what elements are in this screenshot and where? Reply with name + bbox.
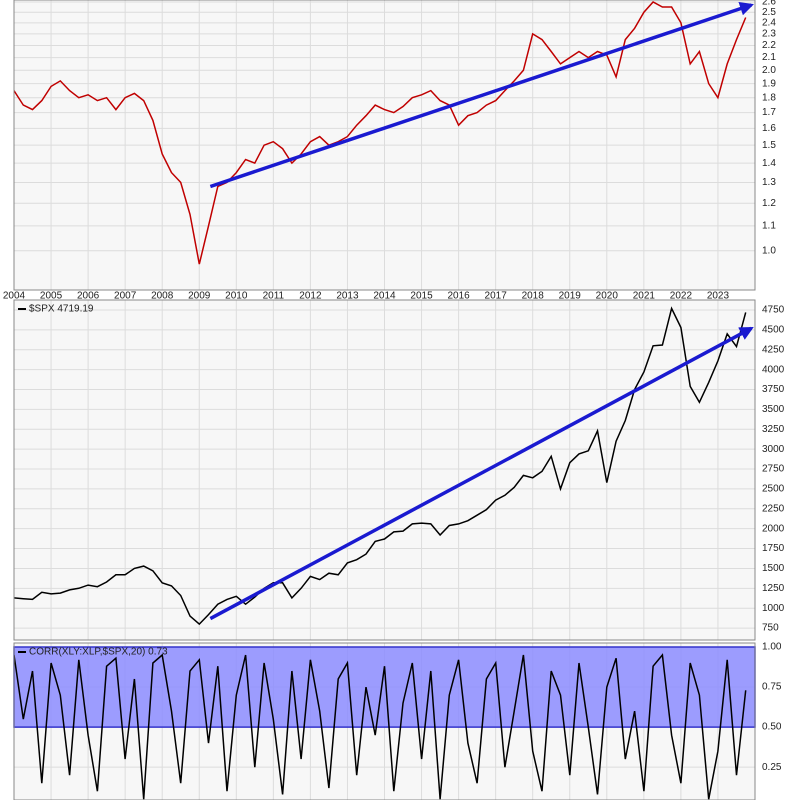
y-tick-label: 1.0 [762,245,776,256]
legend-label: $SPX 4719.19 [29,304,94,315]
data-line [14,1,747,265]
y-tick-label: 3250 [762,424,785,435]
y-tick-label: 2500 [762,484,785,495]
trendline [209,326,754,621]
y-tick-label: 0.75 [762,682,782,693]
y-tick-label: 2.4 [762,17,776,28]
y-tick-label: 1250 [762,583,785,594]
band [13,646,756,728]
y-tick-label: 2.2 [762,40,776,51]
y-tick-label: 1.7 [762,107,776,118]
x-tick-label: 2010 [225,291,248,302]
y-tick-label: 1000 [762,603,785,614]
legend-label: CORR(XLY:XLP,$SPX,20) 0.73 [29,647,168,658]
y-tick-label: 1.8 [762,92,776,103]
y-tick-label: 2.5 [762,7,776,18]
x-tick-label: 2020 [596,291,619,302]
x-tick-label: 2008 [151,291,174,302]
y-tick-label: 1.00 [762,642,782,653]
y-tick-label: 1.3 [762,177,776,188]
data-line [14,653,747,800]
y-tick-label: 1.5 [762,140,776,151]
y-tick-label: 0.25 [762,762,782,773]
x-tick-label: 2022 [670,291,693,302]
x-tick-label: 2004 [3,291,26,302]
y-tick-label: 1.1 [762,221,776,232]
y-tick-label: 4250 [762,344,785,355]
x-tick-label: 2011 [263,291,285,302]
x-tick-label: 2019 [559,291,582,302]
x-tick-label: 2006 [77,291,100,302]
y-tick-label: 2.0 [762,65,776,76]
x-tick-label: 2015 [410,291,433,302]
panel-frame [13,0,756,291]
data-line [14,306,747,626]
x-tick-label: 2013 [336,291,359,302]
x-tick-label: 2009 [188,291,211,302]
x-tick-label: 2005 [40,291,63,302]
y-tick-label: 1.2 [762,198,776,209]
y-tick-label: 1.6 [762,123,776,134]
x-tick-label: 2017 [485,291,508,302]
y-tick-label: 2.1 [762,52,776,63]
y-tick-label: 1750 [762,543,785,554]
y-tick-label: 4750 [762,305,785,316]
x-tick-label: 2018 [522,291,545,302]
x-tick-label: 2016 [447,291,470,302]
y-tick-label: 3000 [762,444,785,455]
y-tick-label: 0.50 [762,722,782,733]
y-tick-label: 2000 [762,523,785,534]
y-tick-label: 1.4 [762,158,776,169]
y-tick-label: 1.9 [762,78,776,89]
y-tick-label: 3750 [762,384,785,395]
trendline [209,1,754,189]
panel-frame [13,642,756,800]
y-tick-label: 3500 [762,404,785,415]
y-tick-label: 750 [762,623,779,634]
x-tick-label: 2012 [299,291,322,302]
y-tick-label: 2.3 [762,29,776,40]
panel-frame [13,299,756,641]
x-tick-label: 2023 [707,291,730,302]
y-tick-label: 2750 [762,464,785,475]
y-tick-label: 4000 [762,364,785,375]
x-tick-label: 2021 [633,291,656,302]
x-tick-label: 2014 [373,291,396,302]
y-tick-label: 4500 [762,325,785,336]
x-tick-label: 2007 [114,291,137,302]
y-tick-label: 1500 [762,563,785,574]
y-tick-label: 2.6 [762,0,776,8]
y-tick-label: 2250 [762,503,785,514]
